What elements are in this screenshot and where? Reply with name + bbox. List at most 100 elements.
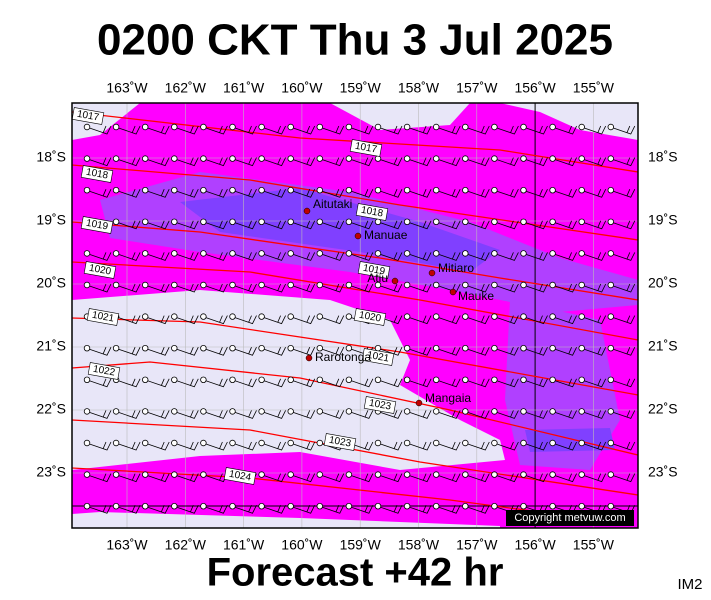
wind-barb <box>496 347 519 356</box>
wind-barb <box>613 315 636 325</box>
barb-station <box>549 250 556 257</box>
wind-barb <box>147 473 170 483</box>
blue-band <box>180 188 500 272</box>
barb-station <box>229 376 236 383</box>
barb-station <box>403 155 411 162</box>
barb-station <box>462 218 469 225</box>
barb-station <box>171 503 178 510</box>
wind-barb <box>176 315 199 325</box>
place-dot <box>305 354 313 362</box>
wind-barb <box>554 473 577 483</box>
wind-barb <box>351 378 374 388</box>
barb-station <box>258 471 265 478</box>
barb-station <box>258 376 265 383</box>
wind-barb <box>89 378 112 388</box>
wind-barb <box>263 441 286 451</box>
isobar-label: 1024 <box>228 469 252 484</box>
wind-barb <box>293 252 316 261</box>
barb-station <box>578 281 585 289</box>
light-area <box>330 103 470 130</box>
barb-station <box>345 471 353 478</box>
wind-barb <box>293 505 316 514</box>
barb-station <box>607 376 614 383</box>
barb-station <box>607 281 614 289</box>
wind-barb <box>118 315 141 325</box>
barb-station <box>258 313 265 320</box>
barb-station <box>374 376 382 383</box>
wind-barb <box>176 347 199 356</box>
wind-barb <box>89 283 112 293</box>
place-name: Aitutaki <box>313 197 352 211</box>
wind-barb <box>147 441 170 451</box>
lon-label-bottom: 160˚W <box>281 537 323 553</box>
wind-barb <box>554 283 577 293</box>
wind-barb <box>380 125 403 135</box>
wind-barb <box>118 220 141 230</box>
barb-station <box>549 471 556 478</box>
barb-station <box>229 123 236 131</box>
barb-station <box>520 313 527 320</box>
barb-station <box>83 503 91 510</box>
barb-station <box>83 186 91 194</box>
wind-barb <box>554 125 577 135</box>
wind-barb <box>380 441 403 451</box>
wind-barb <box>263 473 286 483</box>
wind-barb <box>613 473 636 483</box>
light-area <box>72 512 500 528</box>
barb-station <box>83 281 91 289</box>
wind-barb <box>380 347 403 356</box>
lat-label-right: 21˚S <box>648 338 678 354</box>
barb-station <box>112 186 120 194</box>
wind-barb <box>351 189 374 198</box>
barb-station <box>403 376 411 383</box>
barb-station <box>141 503 149 510</box>
wind-barb <box>118 347 141 356</box>
barb-station <box>433 439 440 447</box>
barb-station <box>229 186 236 194</box>
wind-barb <box>380 410 403 419</box>
wind-barb <box>438 378 461 388</box>
lon-label-bottom: 158˚W <box>398 537 440 553</box>
barb-station <box>578 376 585 383</box>
barb-station <box>112 155 120 162</box>
wind-barb <box>496 189 519 198</box>
barb-station <box>403 218 411 225</box>
barb-station <box>83 250 91 257</box>
barb-station <box>607 186 614 194</box>
isobar <box>71 361 639 456</box>
barb-station <box>258 123 265 131</box>
wind-barb <box>263 252 286 261</box>
isobar-label-box <box>80 165 114 183</box>
barb-station <box>258 250 265 257</box>
isobar-label: 1021 <box>91 310 115 325</box>
barb-station <box>345 123 353 131</box>
wind-barb <box>89 441 112 451</box>
wind-barb <box>147 378 170 388</box>
wind-barb <box>380 378 403 388</box>
isobar <box>71 317 639 396</box>
wind-barb <box>205 125 228 135</box>
barb-station <box>258 503 265 510</box>
barb-station <box>112 218 120 225</box>
barb-station <box>287 408 294 415</box>
wind-barb <box>147 157 170 167</box>
barb-station <box>112 123 120 131</box>
wind-barb <box>613 157 636 167</box>
isobar-label: 1018 <box>360 205 384 220</box>
wind-barb <box>89 473 112 483</box>
wind-barb <box>147 125 170 135</box>
lon-label-bottom: 155˚W <box>573 537 615 553</box>
barb-station <box>83 123 91 131</box>
wind-barb <box>613 347 636 356</box>
barb-station <box>549 408 556 415</box>
barb-station <box>578 345 585 352</box>
wind-barb <box>525 283 548 293</box>
barb-station <box>520 281 527 289</box>
barb-station <box>462 471 469 478</box>
lon-label-bottom: 161˚W <box>223 537 265 553</box>
wind-barb <box>118 125 141 135</box>
wind-barb <box>205 505 228 514</box>
barb-station <box>258 281 265 289</box>
barb-station <box>141 408 149 415</box>
